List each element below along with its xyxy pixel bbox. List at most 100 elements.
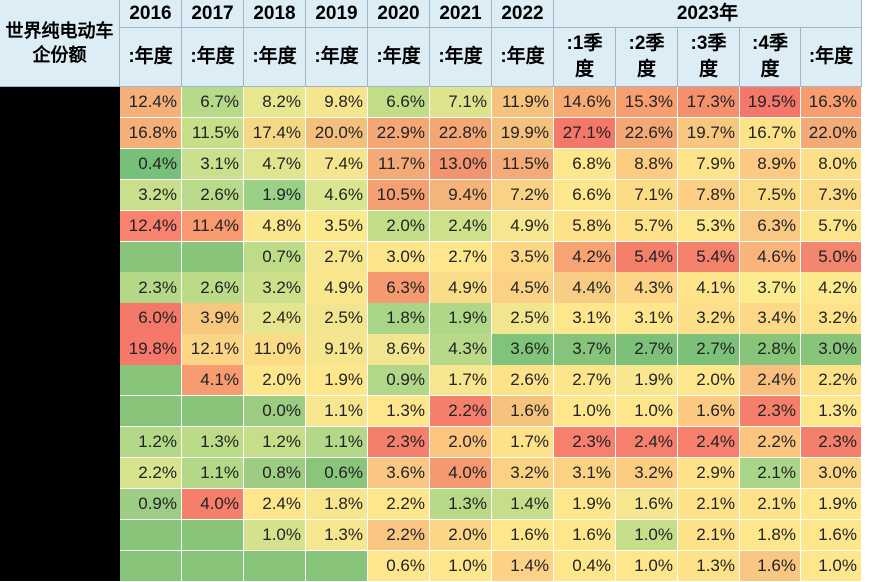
- share-cell: 3.1%: [616, 303, 678, 335]
- share-cell: 2.2%: [801, 365, 862, 397]
- share-cell: 2.3%: [801, 426, 862, 459]
- share-cell: 20.0%: [306, 117, 368, 150]
- share-cell: 1.6%: [740, 550, 801, 582]
- share-cell: 8.9%: [740, 148, 801, 181]
- share-cell: 4.6%: [740, 241, 801, 273]
- share-cell: 7.3%: [801, 179, 862, 212]
- year-header: 2021: [430, 0, 492, 28]
- share-cell: 12.1%: [182, 334, 244, 366]
- share-cell: 6.8%: [554, 148, 616, 181]
- share-cell: 1.1%: [306, 396, 368, 428]
- share-cell: 11.5%: [182, 117, 244, 150]
- share-cell: 6.6%: [368, 87, 430, 119]
- share-cell: 4.1%: [182, 365, 244, 397]
- share-cell: 4.9%: [306, 272, 368, 304]
- share-cell: 2.7%: [616, 334, 678, 366]
- year-header: 2019: [306, 0, 368, 28]
- share-cell: 16.8%: [120, 117, 182, 150]
- period-header: :3季度: [678, 28, 740, 87]
- share-cell: 19.5%: [740, 87, 801, 119]
- share-cell: 1.3%: [306, 519, 368, 551]
- year-header: 2016: [120, 0, 182, 28]
- share-cell: 2.2%: [368, 488, 430, 521]
- share-cell: 0.9%: [120, 488, 182, 521]
- share-cell: 5.7%: [801, 210, 862, 242]
- share-cell: 1.6%: [616, 488, 678, 521]
- share-cell: 2.0%: [368, 210, 430, 242]
- share-cell: 10.5%: [368, 179, 430, 212]
- share-cell: 4.3%: [430, 334, 492, 366]
- share-cell: 14.6%: [554, 87, 616, 119]
- share-cell: 2.5%: [306, 303, 368, 335]
- share-cell: 1.2%: [120, 426, 182, 459]
- share-cell: 22.0%: [801, 117, 862, 150]
- share-cell: 8.0%: [801, 148, 862, 181]
- share-cell: 1.6%: [492, 396, 554, 428]
- share-cell: 2.4%: [244, 488, 306, 521]
- share-cell: 3.7%: [554, 334, 616, 366]
- share-cell: 1.3%: [678, 550, 740, 582]
- share-cell: 6.6%: [554, 179, 616, 212]
- share-cell: 3.6%: [492, 334, 554, 366]
- share-cell: 1.9%: [244, 179, 306, 212]
- share-cell: 3.2%: [244, 272, 306, 304]
- share-cell: 2.7%: [430, 241, 492, 273]
- share-cell: 16.3%: [801, 87, 862, 119]
- share-cell: 1.1%: [182, 457, 244, 490]
- share-cell: 0.7%: [244, 241, 306, 273]
- share-cell: 4.4%: [554, 272, 616, 304]
- share-cell: [182, 396, 244, 428]
- share-cell: 1.0%: [430, 550, 492, 582]
- share-cell: [120, 241, 182, 273]
- share-cell: 5.4%: [678, 241, 740, 273]
- share-cell: 8.2%: [244, 87, 306, 119]
- share-cell: 7.5%: [740, 179, 801, 212]
- share-cell: 4.9%: [492, 210, 554, 242]
- share-cell: 13.0%: [430, 148, 492, 181]
- period-header: :年度: [306, 28, 368, 87]
- share-cell: 3.5%: [492, 241, 554, 273]
- table-title: 世界纯电动车企份额: [0, 0, 120, 87]
- share-cell: 1.9%: [430, 303, 492, 335]
- share-cell: 1.9%: [554, 488, 616, 521]
- share-cell: 22.6%: [616, 117, 678, 150]
- year-header: 2017: [182, 0, 244, 28]
- share-cell: 2.7%: [678, 334, 740, 366]
- share-cell: 4.2%: [554, 241, 616, 273]
- share-cell: 7.8%: [678, 179, 740, 212]
- share-cell: 1.3%: [430, 488, 492, 521]
- share-cell: 2.2%: [368, 519, 430, 551]
- share-cell: 1.7%: [430, 365, 492, 397]
- row-label-column: [0, 87, 120, 581]
- share-cell: 11.7%: [368, 148, 430, 181]
- share-cell: 1.0%: [616, 519, 678, 551]
- share-cell: 3.1%: [182, 148, 244, 181]
- share-cell: 3.7%: [740, 272, 801, 304]
- share-cell: 2.7%: [306, 241, 368, 273]
- period-header: :年度: [430, 28, 492, 87]
- share-cell: 2.3%: [120, 272, 182, 304]
- period-header: :年度: [801, 28, 862, 87]
- share-cell: 2.5%: [492, 303, 554, 335]
- share-cell: 1.6%: [678, 396, 740, 428]
- share-cell: 4.9%: [430, 272, 492, 304]
- share-cell: 2.0%: [430, 519, 492, 551]
- share-cell: 2.4%: [678, 426, 740, 459]
- period-header: :2季度: [616, 28, 678, 87]
- share-cell: 4.2%: [801, 272, 862, 304]
- share-cell: 4.7%: [244, 148, 306, 181]
- share-cell: 22.8%: [430, 117, 492, 150]
- share-cell: 4.1%: [678, 272, 740, 304]
- share-cell: 2.8%: [740, 334, 801, 366]
- share-cell: [182, 519, 244, 551]
- share-cell: 2.1%: [678, 519, 740, 551]
- share-cell: [120, 396, 182, 428]
- share-cell: 6.3%: [368, 272, 430, 304]
- share-cell: [182, 241, 244, 273]
- share-cell: 3.2%: [120, 179, 182, 212]
- period-header: :年度: [368, 28, 430, 87]
- share-cell: 4.8%: [244, 210, 306, 242]
- share-cell: 2.0%: [430, 426, 492, 459]
- share-cell: 1.2%: [244, 426, 306, 459]
- share-cell: 5.7%: [616, 210, 678, 242]
